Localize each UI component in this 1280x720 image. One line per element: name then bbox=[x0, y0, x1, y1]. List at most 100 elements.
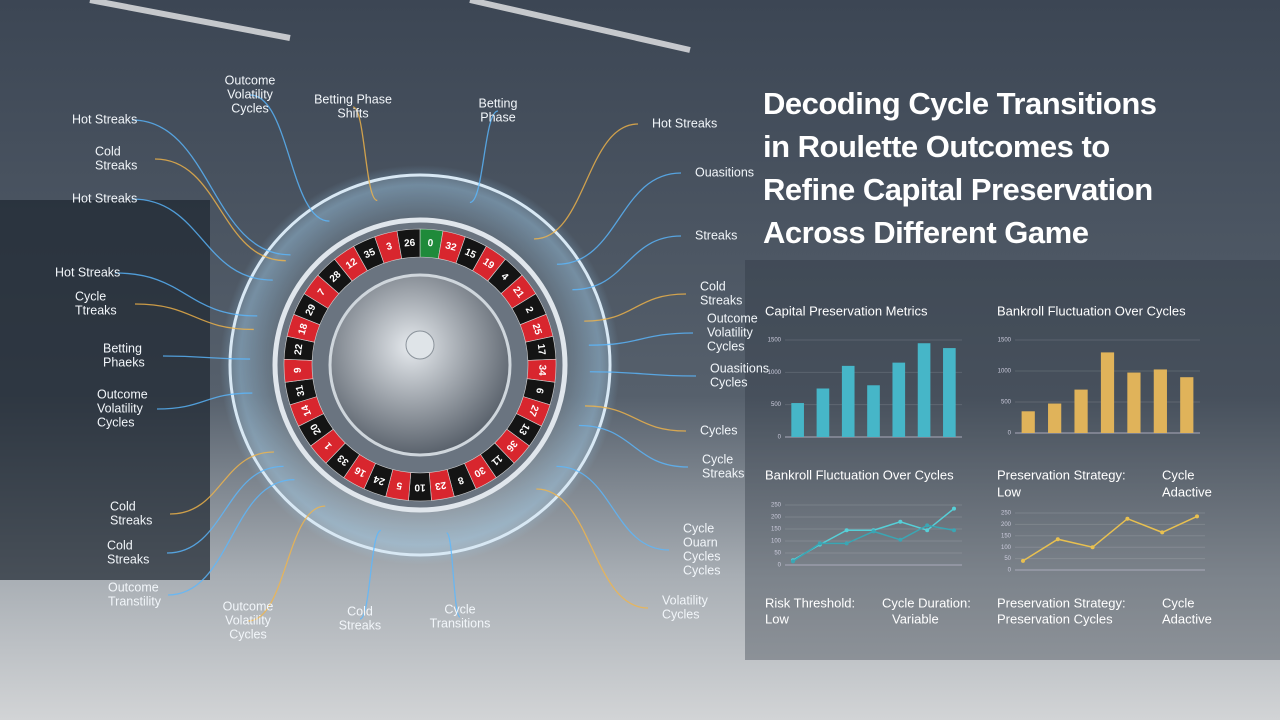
y-tick-label: 0 bbox=[778, 563, 782, 569]
point bbox=[898, 519, 903, 524]
connector bbox=[166, 465, 284, 554]
y-tick-label: 0 bbox=[1008, 568, 1012, 574]
chart-annotation: Cycle bbox=[1162, 467, 1195, 482]
y-tick-label: 1000 bbox=[998, 369, 1012, 375]
point bbox=[925, 528, 930, 533]
footer-label: Preservation Strategy: bbox=[997, 595, 1126, 610]
label-line: Outcome bbox=[707, 311, 758, 325]
point bbox=[925, 523, 930, 528]
title-line: in Roulette Outcomes to bbox=[763, 129, 1110, 164]
y-tick-label: 200 bbox=[771, 515, 782, 521]
y-tick-label: 50 bbox=[774, 551, 781, 557]
y-tick-label: 250 bbox=[771, 503, 782, 509]
wheel-number: 35 bbox=[362, 246, 377, 261]
title-line: Decoding Cycle Transitions bbox=[763, 86, 1157, 121]
chart-title: Preservation Strategy: bbox=[997, 467, 1126, 482]
label-line: Volatility bbox=[662, 593, 709, 607]
wheel-hub bbox=[328, 273, 512, 457]
label-line: Ouarn bbox=[683, 535, 718, 549]
point bbox=[1090, 545, 1095, 550]
chart-title: Bankroll Fluctuation Over Cycles bbox=[765, 467, 954, 482]
y-tick-label: 150 bbox=[771, 527, 782, 533]
label-line: Streaks bbox=[700, 293, 742, 307]
connector bbox=[469, 110, 499, 204]
point bbox=[952, 506, 956, 511]
point bbox=[1125, 516, 1130, 521]
wheel-number: 25 bbox=[530, 322, 544, 336]
wheel-number: 27 bbox=[526, 403, 541, 418]
bar bbox=[943, 348, 956, 437]
title-line: Refine Capital Preservation bbox=[763, 172, 1153, 207]
connector bbox=[584, 293, 687, 322]
bar bbox=[1100, 352, 1115, 433]
connector bbox=[446, 532, 461, 618]
label-line: Cycles bbox=[683, 563, 721, 577]
y-tick-label: 100 bbox=[771, 539, 782, 545]
label-line: Cold bbox=[110, 499, 136, 513]
label-line: Streaks bbox=[695, 228, 737, 242]
label-line: Volatility bbox=[227, 87, 274, 101]
wheel-number: 2 bbox=[523, 305, 536, 315]
wheel-number: 8 bbox=[456, 474, 465, 486]
connector bbox=[589, 371, 697, 377]
label-line: Cold bbox=[700, 279, 726, 293]
label-line: Cold bbox=[95, 144, 121, 158]
wheel-number: 17 bbox=[535, 343, 547, 356]
spindle bbox=[405, 330, 435, 360]
ceiling-light bbox=[469, 0, 691, 53]
label-line: Cold bbox=[107, 538, 133, 552]
label-line: Phase bbox=[480, 110, 515, 124]
label-line: Volatility bbox=[225, 613, 272, 627]
label-line: Streaks bbox=[702, 466, 744, 480]
y-tick-label: 200 bbox=[1001, 522, 1012, 528]
wheel-number: 4 bbox=[499, 271, 511, 283]
wheel-number: 7 bbox=[316, 287, 328, 298]
connector bbox=[154, 158, 286, 262]
label-line: Cycles bbox=[700, 423, 738, 437]
wheel-number: 34 bbox=[536, 364, 547, 376]
y-tick-label: 250 bbox=[1001, 511, 1012, 517]
y-tick-label: 1500 bbox=[768, 338, 782, 344]
wheel-number: 32 bbox=[444, 240, 458, 254]
wheel-number: 14 bbox=[300, 403, 315, 418]
connector bbox=[572, 235, 682, 291]
bar bbox=[1153, 369, 1167, 433]
y-tick-label: 500 bbox=[1001, 400, 1012, 406]
y-tick-label: 150 bbox=[1001, 533, 1012, 539]
wheel-number: 26 bbox=[404, 238, 416, 250]
wheel-number: 20 bbox=[308, 421, 323, 437]
wheel-number: 29 bbox=[304, 302, 319, 317]
label-line: Cycles bbox=[683, 549, 721, 563]
bar bbox=[867, 385, 880, 437]
server-rack bbox=[0, 200, 210, 580]
panel-backdrop bbox=[745, 260, 1280, 660]
wheel-pocket bbox=[396, 228, 421, 259]
label-line: Cold bbox=[347, 604, 373, 618]
point bbox=[791, 559, 795, 564]
y-tick-label: 0 bbox=[778, 435, 782, 441]
bar bbox=[1180, 377, 1194, 433]
bar bbox=[841, 365, 855, 437]
label-line: Shifts bbox=[337, 106, 368, 120]
label-line: Betting Phase bbox=[314, 92, 392, 106]
footer-label: Cycle Duration: bbox=[882, 595, 971, 610]
wheel-number: 13 bbox=[516, 421, 531, 437]
wheel-number: 31 bbox=[294, 384, 307, 398]
chart-annotation: Adactive bbox=[1162, 484, 1212, 499]
wheel-number: 5 bbox=[395, 479, 403, 491]
bar bbox=[1127, 372, 1141, 433]
connector bbox=[588, 332, 694, 346]
point bbox=[898, 537, 903, 542]
wheel-number: 15 bbox=[463, 247, 478, 262]
wheel-number: 6 bbox=[533, 387, 545, 395]
label-line: Volatility bbox=[97, 401, 144, 415]
footer-label: Risk Threshold: bbox=[765, 595, 855, 610]
chart-title: Capital Preservation Metrics bbox=[765, 303, 928, 318]
label-line: Hot Streaks bbox=[72, 112, 137, 126]
connector bbox=[556, 172, 682, 265]
connector bbox=[584, 405, 687, 432]
label-line: Outcome bbox=[108, 580, 159, 594]
y-tick-label: 50 bbox=[1004, 556, 1011, 562]
